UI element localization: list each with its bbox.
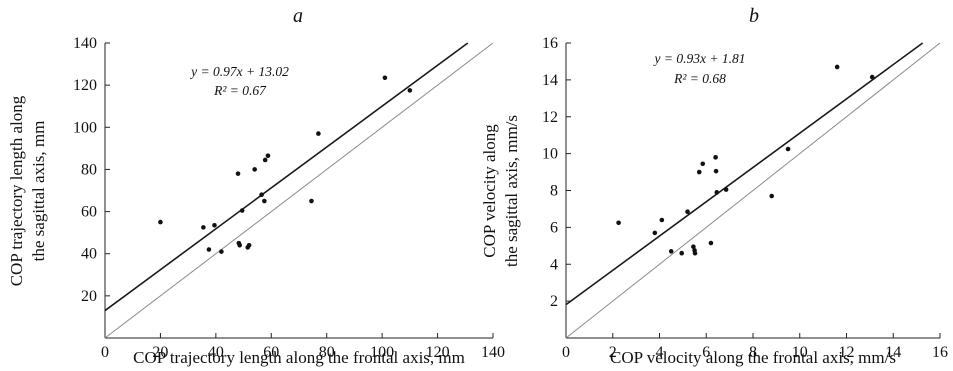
data-point [206, 247, 212, 252]
r-squared-label: R² = 0.67 [213, 83, 267, 98]
r-squared-label: R² = 0.68 [673, 71, 726, 86]
chart-panel-a: 0 20 40 60 80 100 120 140 20 40 60 80 100 120 140 y = 0… [7, 5, 505, 367]
data-point [668, 249, 674, 254]
data-point [714, 190, 720, 195]
y-axis-label: the sagittal axis, mm/s [502, 115, 521, 267]
y-tick-label: 20 [81, 288, 97, 305]
y-tick-label: 8 [550, 183, 558, 200]
data-point [265, 153, 271, 159]
panel-letter: a [293, 5, 303, 27]
y-tick-label: 4 [550, 256, 558, 273]
x-tick-label: 20 [152, 344, 168, 361]
identity-line [104, 42, 494, 339]
data-point [309, 198, 314, 204]
x-tick-label: 10 [792, 344, 808, 361]
data-point [382, 75, 388, 81]
data-point [696, 169, 702, 175]
y-tick-label: 140 [73, 35, 97, 52]
data-point [652, 230, 658, 236]
panel-letter: b [749, 5, 759, 27]
y-axis-label: the sagittal axis, mm [29, 121, 48, 262]
regression-equation: y = 0.97x + 13.02 [189, 64, 289, 79]
data-point [713, 168, 719, 174]
y-tick-label: 40 [81, 246, 97, 263]
y-tick-label: 100 [73, 119, 97, 136]
x-tick-label: 120 [426, 344, 450, 361]
data-point [262, 198, 267, 204]
data-point [158, 219, 163, 225]
regression-line [565, 42, 924, 306]
x-tick-label: 14 [885, 344, 901, 361]
y-tick-label: 60 [81, 204, 97, 221]
data-point [659, 217, 665, 223]
y-tick-label: 120 [73, 77, 97, 94]
data-point [262, 157, 268, 163]
data-point [219, 249, 224, 254]
y-tick-label: 12 [542, 109, 558, 126]
data-point [235, 171, 241, 176]
y-tick-label: 6 [550, 219, 558, 236]
x-tick-label: 0 [101, 344, 109, 361]
data-point [700, 161, 706, 167]
data-point [785, 146, 791, 152]
y-axis-label: COP trajectory length along [7, 95, 26, 286]
data-point [834, 64, 840, 70]
x-tick-label: 16 [932, 344, 948, 361]
x-tick-label: 40 [208, 344, 224, 361]
data-point [237, 242, 242, 248]
x-tick-label: 60 [263, 344, 279, 361]
data-point [212, 222, 217, 228]
data-point [692, 250, 698, 256]
data-point [723, 187, 729, 192]
data-point [407, 88, 413, 93]
data-point [259, 192, 264, 198]
data-point [316, 131, 321, 136]
x-tick-label: 140 [481, 344, 505, 361]
chart-panel-b: 0 2 4 6 8 10 12 14 16 2 4 6 8 10 12 14 16 y = 0.93x + 1.8… [480, 5, 948, 367]
data-point [708, 240, 714, 246]
data-point [201, 225, 206, 230]
x-tick-label: 6 [702, 344, 710, 361]
data-point [239, 208, 245, 213]
y-tick-label: 10 [542, 146, 558, 163]
x-axis-label: COP velocity along the frontal axis, mm/… [610, 348, 896, 367]
x-tick-label: 8 [749, 344, 757, 361]
regression-equation: y = 0.93x + 1.81 [653, 51, 746, 66]
data-point [679, 250, 685, 256]
x-tick-label: 80 [319, 344, 335, 361]
data-point [691, 244, 696, 250]
data-point [769, 193, 774, 199]
x-tick-label: 12 [839, 344, 855, 361]
x-tick-label: 100 [370, 344, 394, 361]
data-point [246, 242, 252, 248]
y-tick-label: 2 [550, 293, 558, 310]
x-tick-label: 0 [562, 344, 570, 361]
x-tick-label: 4 [656, 344, 664, 361]
data-point [252, 167, 257, 172]
x-tick-label: 2 [609, 344, 617, 361]
data-point [685, 209, 690, 215]
y-tick-label: 16 [542, 35, 558, 52]
x-axis-label: COP trajectory length along the frontal … [133, 348, 465, 367]
data-point [616, 220, 621, 226]
identity-line [565, 42, 941, 339]
data-point [713, 155, 718, 160]
y-axis-label: COP velocity along [480, 124, 499, 258]
regression-line [104, 42, 469, 312]
data-point [869, 74, 875, 80]
y-tick-label: 14 [542, 72, 558, 89]
y-tick-label: 80 [81, 161, 97, 178]
